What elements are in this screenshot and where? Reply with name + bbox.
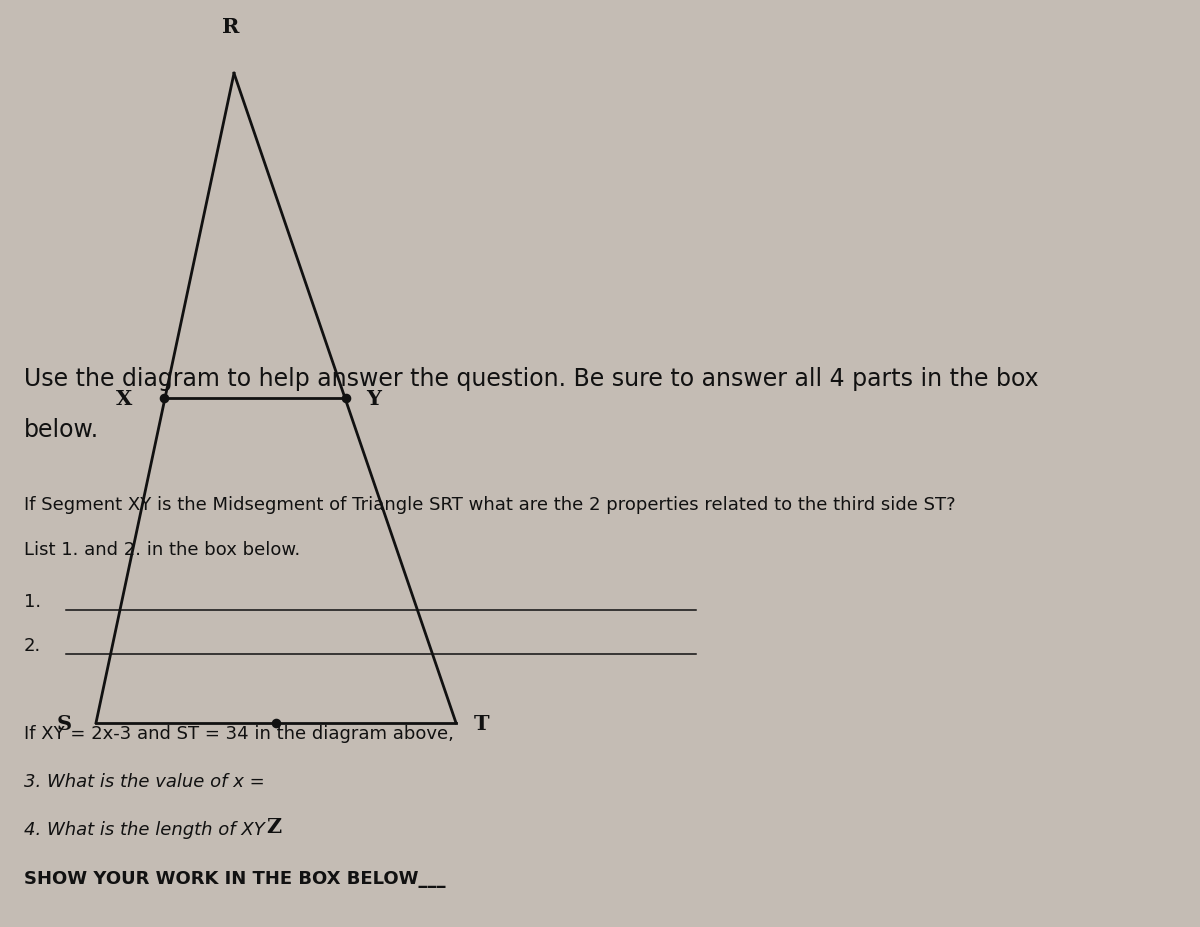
Text: SHOW YOUR WORK IN THE BOX BELOW___: SHOW YOUR WORK IN THE BOX BELOW___ (24, 869, 445, 886)
Text: Use the diagram to help answer the question. Be sure to answer all 4 parts in th: Use the diagram to help answer the quest… (24, 366, 1039, 390)
Text: R: R (222, 17, 239, 37)
Text: 3. What is the value of x =: 3. What is the value of x = (24, 772, 265, 790)
Text: If Segment XY is the Midsegment of Triangle SRT what are the 2 properties relate: If Segment XY is the Midsegment of Trian… (24, 496, 955, 514)
Text: below.: below. (24, 417, 100, 441)
Text: 4. What is the length of XY: 4. What is the length of XY (24, 820, 265, 838)
Text: X: X (115, 388, 132, 409)
Text: 1.: 1. (24, 592, 41, 610)
Text: Z: Z (266, 816, 281, 836)
Point (155, 391, 174, 406)
Point (336, 391, 355, 406)
Text: Y: Y (366, 388, 382, 409)
Text: List 1. and 2. in the box below.: List 1. and 2. in the box below. (24, 540, 300, 558)
Point (266, 716, 286, 730)
Text: T: T (474, 713, 490, 733)
Text: If XY = 2x-3 and ST = 34 in the diagram above,: If XY = 2x-3 and ST = 34 in the diagram … (24, 724, 454, 742)
Text: 2.: 2. (24, 637, 41, 654)
Text: S: S (56, 713, 72, 733)
